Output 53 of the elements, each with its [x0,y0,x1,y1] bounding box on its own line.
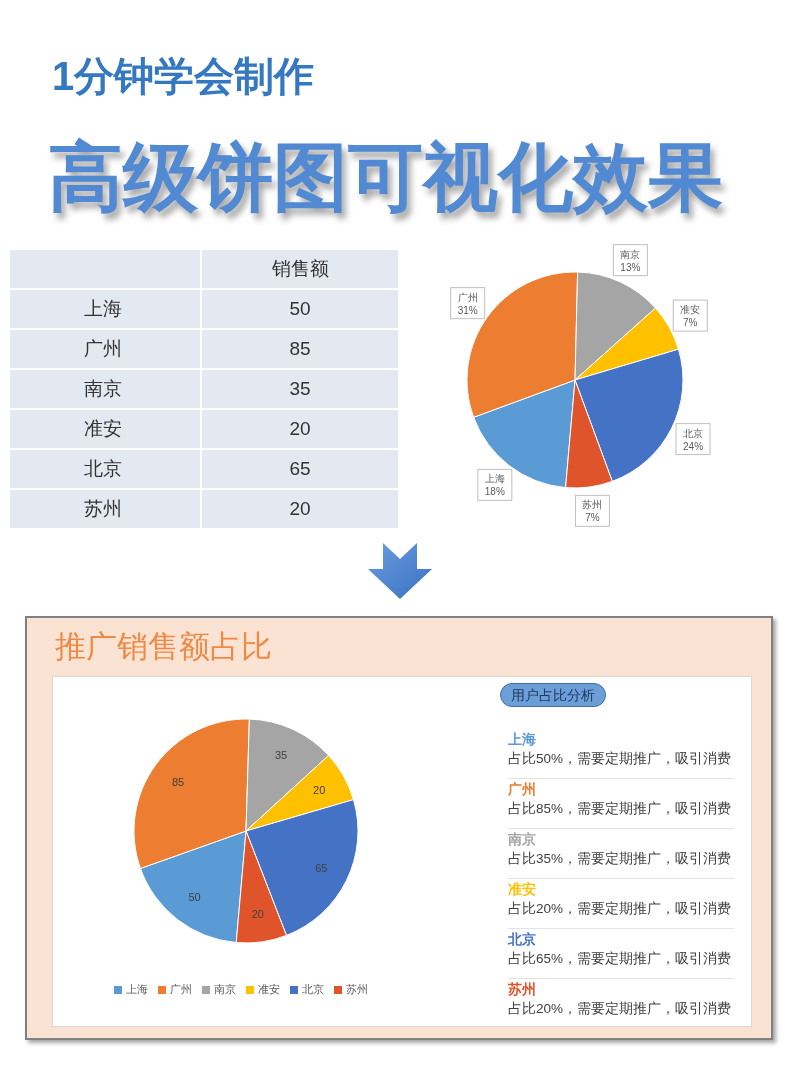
data-label: 65 [315,862,328,875]
text: 1分钟学会制作 [52,53,315,100]
category-label: 广州 [84,337,122,361]
legend-label: 广州 [170,983,192,995]
data-label: 20 [251,908,264,921]
category-label: 上海 [84,297,122,321]
slice-label: 广州 [457,291,478,303]
data-label: 50 [289,298,311,320]
legend-label: 南京 [214,983,236,995]
slice-label: 南京 [620,248,641,260]
data-label: 35 [274,748,288,761]
text: 北京 [508,930,537,949]
legend-label: 准安 [258,983,280,995]
text: 占比35%，需要定期推广，吸引消费 [508,850,733,868]
category-label: 南京 [84,377,122,401]
text: 上海 [508,730,537,749]
data-label: 35 [289,378,311,400]
text: 准安 [508,880,537,899]
data-label: 65 [289,458,311,480]
slice-label: 苏州 [582,499,603,511]
text: 高级饼图可视化效果 [48,134,723,220]
data-label: 31% [457,304,478,316]
data-label: 20 [289,498,311,520]
data-label: 7% [683,317,698,329]
data-label: 18% [484,486,505,498]
data-label: 20 [313,783,326,796]
data-label: 20 [289,418,311,440]
legend-label: 北京 [302,983,324,995]
text: 苏州 [508,980,537,999]
data-label: 85 [172,775,185,788]
slice-label: 北京 [683,427,704,439]
text: 销售额 [271,257,329,281]
text: 占比65%，需要定期推广，吸引消费 [508,950,733,968]
legend-label: 苏州 [346,983,368,995]
slice-label: 准安 [680,304,701,316]
category-label: 北京 [84,457,122,481]
slice-label: 上海 [484,473,505,485]
category-label: 苏州 [84,497,122,521]
text: 广州 [508,780,537,799]
text: 占比50%，需要定期推广，吸引消费 [508,750,733,768]
text: 占比85%，需要定期推广，吸引消费 [508,800,733,818]
chart-title: 推广销售额占比 [55,628,272,666]
text: 占比20%，需要定期推广，吸引消费 [508,1000,733,1018]
data-label: 50 [188,891,201,904]
text: 占比20%，需要定期推广，吸引消费 [508,900,733,918]
category-label: 准安 [84,417,122,441]
data-label: 13% [620,261,641,273]
data-label: 7% [585,512,600,524]
data-label: 24% [683,440,704,452]
text: 南京 [508,830,537,849]
legend-label: 上海 [126,983,148,995]
text: 用户占比分析 [500,683,606,707]
data-label: 85 [289,338,311,360]
